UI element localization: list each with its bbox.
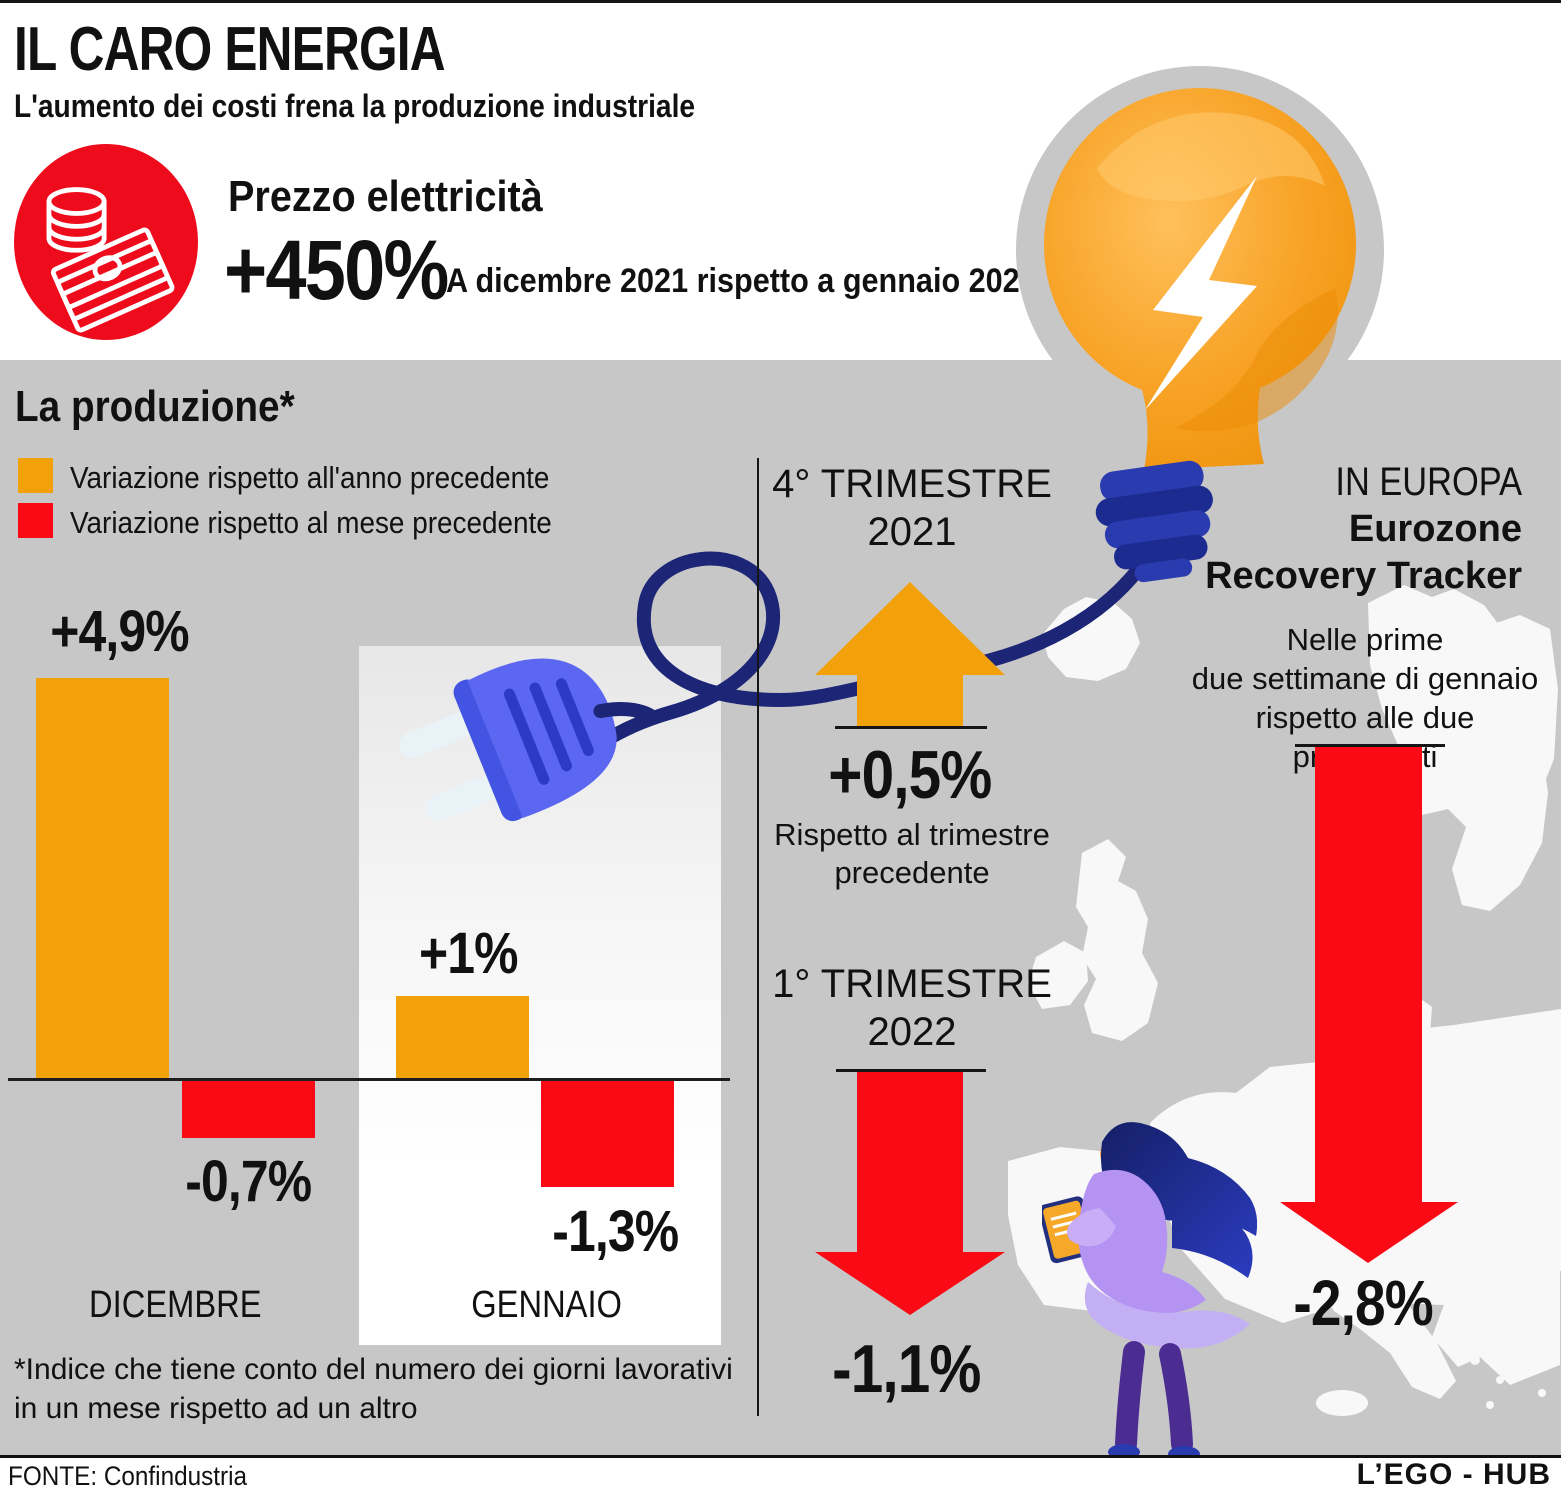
bar-value-dicembre-month: -0,7% bbox=[184, 1149, 312, 1214]
q1-2022-heading: 1° TRIMESTRE 2022 bbox=[772, 962, 1052, 1054]
category-gennaio: GENNAIO bbox=[471, 1284, 623, 1326]
chart-baseline bbox=[8, 1078, 730, 1081]
map-sicily bbox=[1316, 1390, 1368, 1416]
electricity-badge bbox=[14, 144, 198, 340]
legend-swatch-year bbox=[18, 458, 53, 493]
bar-gennaio-year bbox=[396, 996, 529, 1078]
footer-bar bbox=[0, 1455, 1561, 1488]
q1-value: -1,1% bbox=[831, 1331, 981, 1407]
europe-kicker: IN EUROPA bbox=[1335, 460, 1522, 504]
legend-label-year: Variazione rispetto all'anno precedente bbox=[70, 460, 550, 495]
map-finland bbox=[1482, 615, 1558, 827]
map-corsica bbox=[1264, 1171, 1290, 1209]
column-divider bbox=[757, 458, 759, 1416]
europe-arrow-topline bbox=[1295, 744, 1445, 747]
q4-2021-heading: 4° TRIMESTRE 2021 bbox=[772, 462, 1052, 554]
map-balkans-greece bbox=[1428, 1159, 1560, 1385]
q4-arrow-baseline bbox=[835, 726, 987, 729]
agency-credit: L’EGO - HUB bbox=[1356, 1458, 1551, 1488]
electricity-note: A dicembre 2021 rispetto a gennaio 2021 bbox=[446, 262, 1037, 300]
woman-arm bbox=[1067, 1208, 1116, 1247]
bulb-screw-base bbox=[1095, 460, 1213, 583]
page-title: IL CARO ENERGIA bbox=[14, 15, 446, 84]
map-italy bbox=[1292, 1205, 1456, 1399]
page-subtitle: L'aumento dei costi frena la produzione … bbox=[14, 88, 696, 124]
map-sardinia bbox=[1256, 1215, 1290, 1277]
bar-dicembre-month bbox=[182, 1081, 315, 1138]
production-title: La produzione* bbox=[15, 382, 295, 431]
bar-dicembre-year bbox=[36, 678, 169, 1078]
bar-value-dicembre-year: +4,9% bbox=[50, 599, 190, 664]
electricity-value: +450% bbox=[224, 223, 449, 317]
europe-map bbox=[1008, 585, 1561, 1416]
lightning-bolt-icon bbox=[1145, 176, 1257, 410]
q1-arrow-topline bbox=[836, 1069, 986, 1072]
europe-title: Eurozone Recovery Tracker bbox=[1205, 508, 1522, 597]
category-dicembre: DICEMBRE bbox=[88, 1284, 262, 1326]
bar-gennaio-month bbox=[541, 1081, 674, 1187]
woman-sweater bbox=[1078, 1169, 1206, 1314]
source-credit: FONTE: Confindustria bbox=[8, 1461, 248, 1488]
europe-value: -2,8% bbox=[1293, 1267, 1433, 1339]
map-ireland bbox=[1028, 941, 1088, 1009]
q4-up-arrow-icon bbox=[815, 582, 1005, 728]
bar-value-gennaio-month: -1,3% bbox=[551, 1199, 679, 1264]
woman-with-tablet-illustration bbox=[1042, 1122, 1257, 1462]
legend-swatch-month bbox=[18, 503, 53, 538]
q4-value: +0,5% bbox=[828, 737, 992, 813]
legend-label-month: Variazione rispetto al mese precedente bbox=[70, 505, 552, 540]
bar-value-gennaio-year: +1% bbox=[418, 921, 519, 986]
q1-down-arrow-icon bbox=[815, 1072, 1005, 1315]
woman-legs bbox=[1115, 1341, 1193, 1455]
top-rule bbox=[0, 0, 1561, 3]
chart-footnote: *Indice che tiene conto del numero dei g… bbox=[14, 1353, 733, 1425]
woman-skirt bbox=[1084, 1282, 1250, 1349]
electricity-label: Prezzo elettricità bbox=[228, 172, 543, 221]
europe-down-arrow-icon bbox=[1280, 747, 1458, 1263]
money-banknotes-coins-icon bbox=[46, 187, 175, 333]
map-great-britain bbox=[1076, 839, 1158, 1041]
lightbulb-illustration bbox=[1016, 66, 1384, 583]
woman-hair bbox=[1101, 1122, 1257, 1278]
q4-caption: Rispetto al trimestre precedente bbox=[774, 817, 1050, 890]
map-iceland bbox=[1042, 597, 1140, 681]
